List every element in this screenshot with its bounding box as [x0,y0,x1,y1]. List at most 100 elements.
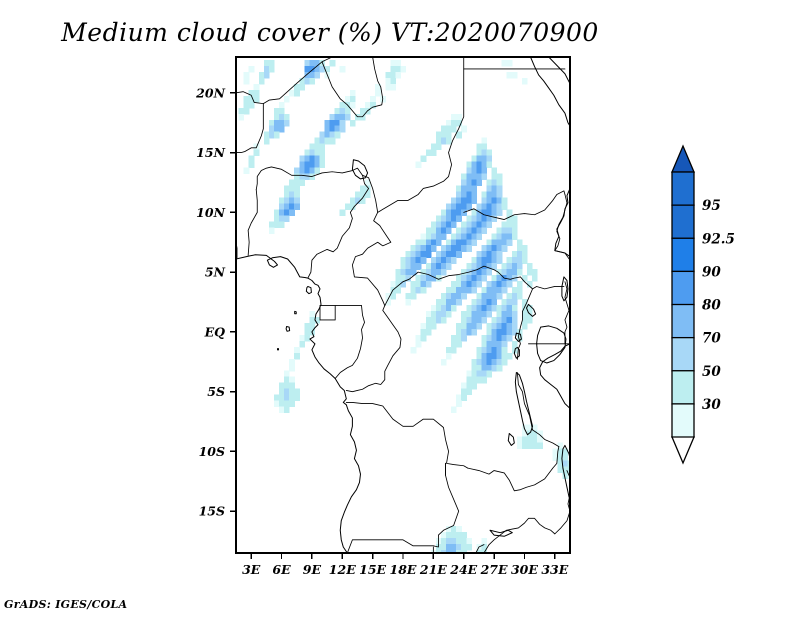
cloud-cell [511,287,518,294]
cloud-cell [425,328,432,336]
cloud-cell [284,203,290,210]
cloud-cell [405,269,412,276]
cloud-cell [471,185,477,193]
cloud-cell [324,131,331,139]
cloud-cell [375,89,381,97]
cloud-cell [319,149,326,157]
cloud-cell [501,197,508,205]
cloud-cell [329,119,336,127]
cloud-cell [506,221,513,228]
cloud-cell [273,119,280,127]
cloud-cell [521,322,528,330]
cloud-cell [294,89,300,97]
cloud-cell [471,167,477,175]
cloud-cell [486,364,493,372]
cloud-cell [532,424,538,432]
national-border [483,517,556,553]
cloud-cell [400,65,407,73]
cloud-cell [461,310,467,318]
cloud-cell [562,460,569,467]
x-tick-label: 18E [390,562,417,577]
cloud-cell [365,179,371,187]
cloud-cell [476,352,483,360]
cloud-cell [476,179,483,187]
cloud-cell [516,257,523,264]
coastline [305,285,312,295]
national-border [236,239,238,259]
cloud-cell [496,310,503,318]
coastline [236,254,361,553]
y-tick-label: 15N [196,145,225,160]
cloud-cell [496,209,503,216]
cloud-cell [370,101,376,109]
cloud-cell [334,119,341,127]
national-border [475,544,485,553]
cloud-cell [268,119,275,127]
cloud-cell [294,346,300,354]
cloud-cell [243,77,250,85]
cloud-cell [440,293,447,300]
cloud-cell [511,328,518,336]
axes: 3E 6E 9E 12E 15E 18E 21E 24E 27E 30E 33E 20N 15N 10N 5… [195,85,569,577]
cloud-cell [506,316,513,324]
cloud-cell [289,89,295,97]
national-border [307,174,370,279]
coastline [294,310,297,315]
y-tick-label: 5N [205,265,226,280]
cloud-cell [486,179,493,187]
cloud-cell [258,77,265,85]
cloud-cell [268,125,275,133]
cloud-cell [491,233,498,240]
cloud-cell [466,310,472,318]
cloud-cell [471,221,477,228]
cloud-cell [420,281,427,288]
cloud-cell [248,161,255,169]
cloud-cell [446,227,452,234]
cloud-cell [395,59,402,67]
cloud-cell [253,89,260,97]
cloud-cell [319,143,326,151]
cloud-cell [466,322,472,330]
cloud-cell [284,370,290,378]
cloud-cell [461,191,467,199]
cloud-cell [430,263,437,270]
cloud-cell [506,71,513,79]
cloud-cell [511,305,518,312]
cloud-cell [486,322,493,330]
cloud-cell [526,442,533,450]
cloud-cell [506,233,513,240]
cloud-cell [496,185,503,193]
cloud-cell [521,251,528,258]
cloud-cell [289,185,295,193]
cloud-cell [446,550,452,553]
cloud-cell [456,119,462,127]
cloud-cell [304,155,310,163]
cloud-cell [481,137,488,145]
cloud-cell [481,544,488,551]
cloud-cell [486,299,493,306]
cloud-cell [486,215,493,222]
cloud-cell [496,227,503,234]
cloud-cell [415,275,422,282]
cloud-cell [405,263,412,270]
cloud-cell [329,59,336,67]
cloud-cell [329,137,336,145]
cloud-cell [319,137,326,145]
cloud-cell [491,215,498,222]
cloud-cell [461,221,467,228]
cloud-cell [526,305,533,312]
cloud-cell [284,191,290,199]
cloud-cell [526,281,533,288]
cloud-cell [501,334,508,342]
cloud-cell [451,544,457,551]
cloud-cell [456,299,462,306]
cloud-cell [486,310,493,318]
cloud-cell [491,239,498,246]
cloud-cell [425,281,432,288]
cloud-cell [430,149,437,157]
cloud-cell [299,179,305,187]
cloud-cell [451,334,457,342]
cloud-cell [456,227,462,234]
cloud-cell [415,251,422,258]
cloud-cell [451,532,457,539]
